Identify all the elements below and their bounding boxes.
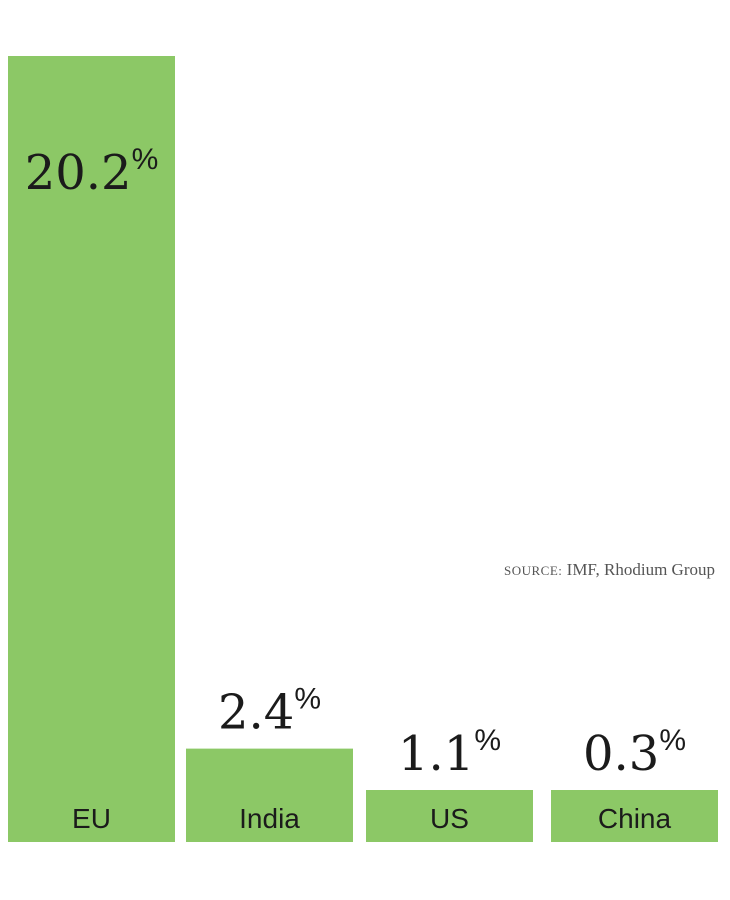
source-note: source: IMF, Rhodium Group [504, 560, 715, 579]
bar-china [551, 790, 718, 842]
category-label-india: India [239, 803, 300, 834]
value-label-india: 2.4% [218, 683, 321, 741]
value-label-eu: 20.2% [25, 143, 159, 201]
bar-us [366, 790, 533, 842]
value-label-us: 1.1% [398, 724, 501, 782]
bar-india [186, 748, 353, 842]
bar-eu [8, 56, 175, 842]
category-labels-group: EU India US China [72, 803, 671, 834]
value-label-china: 0.3% [583, 724, 686, 782]
source-text: IMF, Rhodium Group [562, 560, 715, 579]
category-label-us: US [430, 803, 469, 834]
category-label-china: China [598, 803, 672, 834]
value-labels-group: 20.2% 2.4% 1.1% 0.3% [25, 143, 686, 782]
category-label-eu: EU [72, 803, 111, 834]
source-prefix: source: [504, 563, 562, 578]
bars-group [8, 56, 718, 842]
